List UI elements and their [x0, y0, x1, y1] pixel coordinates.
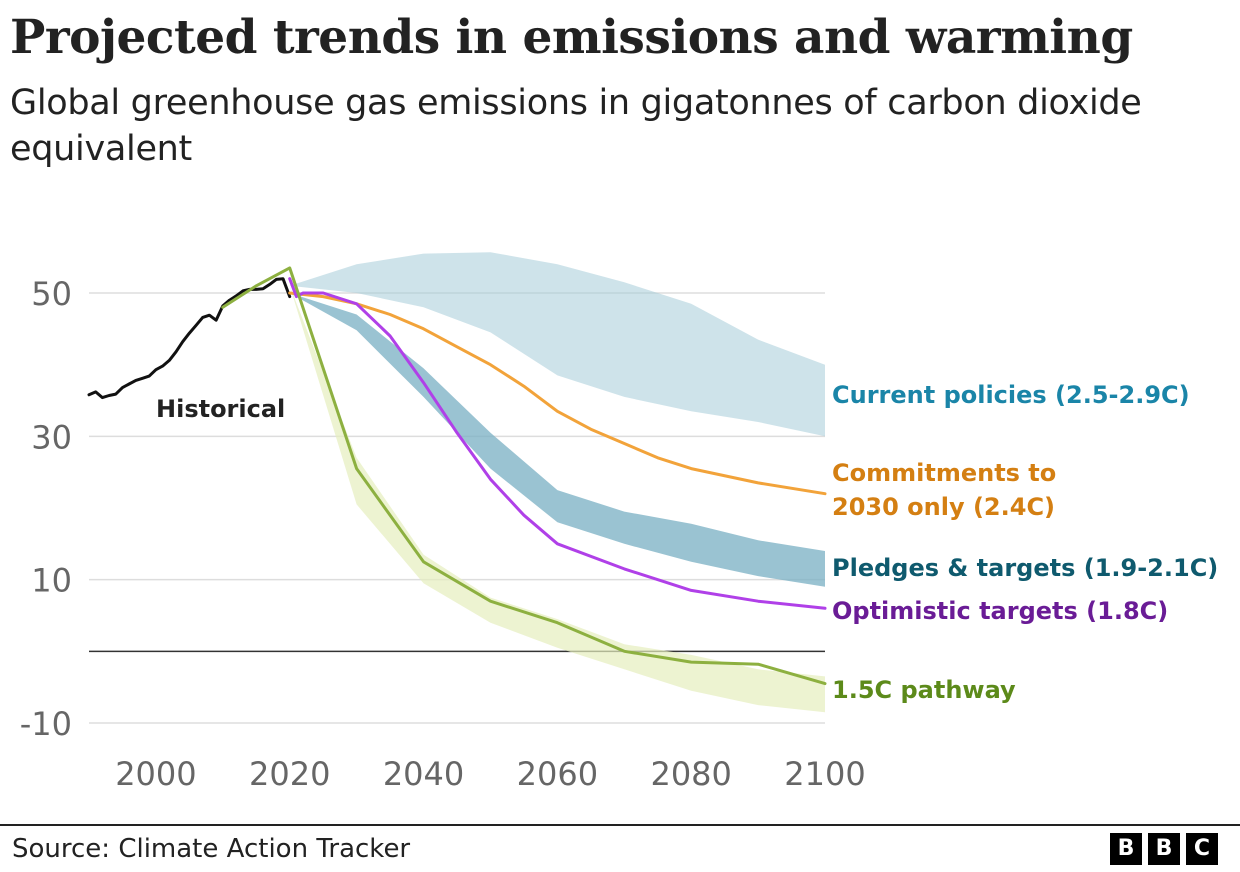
bbc-logo-letter: B — [1110, 833, 1142, 865]
y-tick-label: -10 — [20, 705, 72, 743]
optimistic-label: Optimistic targets (1.8C) — [832, 597, 1168, 625]
x-tick-label: 2060 — [517, 755, 598, 793]
y-tick-label: 50 — [31, 275, 72, 313]
source-note: Source: Climate Action Tracker — [12, 834, 411, 864]
historical-line — [87, 277, 292, 400]
commitments-to-2030-only-2-4c-line — [288, 291, 827, 496]
footer-rule — [0, 824, 1240, 826]
y-tick-label: 10 — [31, 562, 72, 600]
commitments-label-line1: Commitments to — [832, 459, 1056, 487]
line-layer — [87, 266, 827, 686]
pledges-targets-1-9-2-1c-band — [289, 293, 825, 587]
band-layer — [289, 252, 825, 713]
bbc-logo-letter: C — [1186, 833, 1218, 865]
optimistic-targets-1-8c-line — [288, 277, 827, 610]
bbc-logo: B B C — [1110, 833, 1218, 865]
1-5c-pathway-line — [221, 266, 827, 686]
pledges-label: Pledges & targets (1.9-2.1C) — [832, 554, 1218, 582]
tick-layer: -10 10 30 50 2000 2020 2040 2060 2080 2100 — [20, 275, 866, 793]
historical-label: Historical — [156, 395, 285, 423]
x-tick-label: 2000 — [115, 755, 196, 793]
x-tick-label: 2040 — [383, 755, 464, 793]
x-tick-label: 2080 — [650, 755, 731, 793]
1-5c-pathway-band — [289, 285, 825, 713]
current-policies-label: Current policies (2.5-2.9C) — [832, 381, 1190, 409]
current-policies-2-5-2-9c-band — [289, 252, 825, 437]
commitments-label-line2: 2030 only (2.4C) — [832, 493, 1055, 521]
x-tick-label: 2020 — [249, 755, 330, 793]
pathway-label: 1.5C pathway — [832, 676, 1016, 704]
y-tick-label: 30 — [31, 418, 72, 456]
chart-subtitle: Global greenhouse gas emissions in gigat… — [10, 83, 1142, 169]
chart-title: Projected trends in emissions and warmin… — [10, 10, 1133, 65]
bbc-logo-letter: B — [1148, 833, 1180, 865]
x-tick-label: 2100 — [784, 755, 865, 793]
